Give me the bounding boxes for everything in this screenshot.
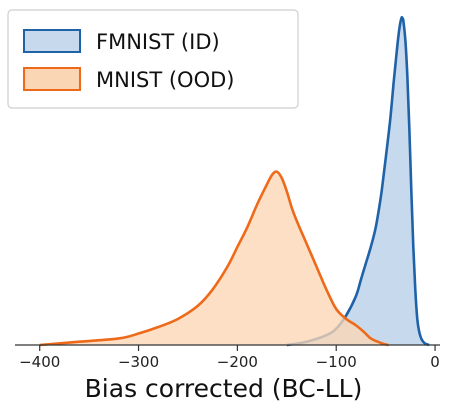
x-tick-label: 0 <box>430 353 440 371</box>
legend-label-mnist: MNIST (OOD) <box>96 68 234 92</box>
x-tick-label: −200 <box>217 353 258 371</box>
x-tick-label: −300 <box>118 353 159 371</box>
legend-swatch-fmnist <box>23 29 81 53</box>
series-line-fmnist <box>286 15 430 347</box>
series-area-fmnist <box>286 17 430 345</box>
legend-swatch-mnist <box>23 67 81 91</box>
legend-label-fmnist: FMNIST (ID) <box>96 30 220 54</box>
series-layer <box>39 15 430 347</box>
series-area-mnist <box>39 171 389 345</box>
x-tick-label: −100 <box>316 353 357 371</box>
legend: FMNIST (ID) MNIST (OOD) <box>7 9 299 109</box>
x-tick-label: −400 <box>19 353 60 371</box>
x-axis-title: Bias corrected (BC-LL) <box>85 374 363 403</box>
series-line-mnist <box>39 170 389 347</box>
x-ticks: −400 −300 −200 −100 0 <box>19 345 440 371</box>
legend-frame <box>7 9 299 109</box>
